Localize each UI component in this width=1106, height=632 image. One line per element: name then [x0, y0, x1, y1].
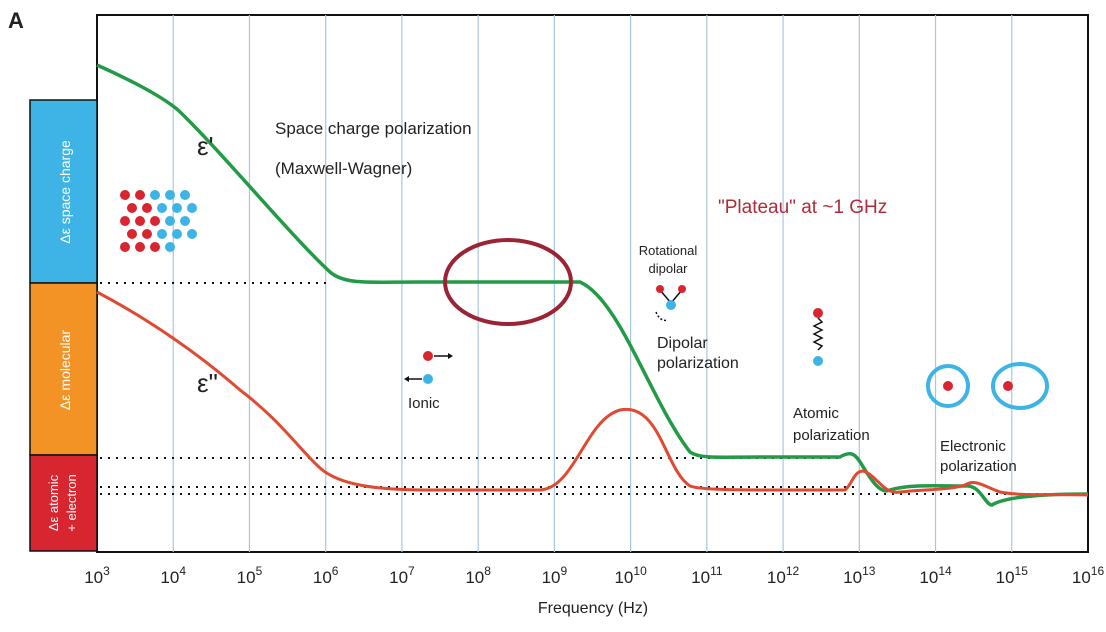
- band-molecular: [29, 282, 98, 456]
- x-tick-label: 105: [237, 564, 263, 587]
- curve-label: ε": [197, 368, 218, 398]
- annotation: dipolar: [648, 261, 688, 276]
- tick-base: 10: [542, 568, 561, 587]
- tick-base: 10: [996, 568, 1015, 587]
- tick-exponent: 5: [256, 564, 263, 578]
- tick-base: 10: [691, 568, 710, 587]
- x-tick-label: 107: [389, 564, 415, 587]
- tick-exponent: 8: [484, 564, 491, 578]
- tick-exponent: 4: [179, 564, 186, 578]
- x-tick-label: 106: [313, 564, 339, 587]
- tick-base: 10: [160, 568, 179, 587]
- plot-frame: [96, 14, 1089, 553]
- imaginary-permittivity-curve: [96, 290, 1089, 497]
- tick-exponent: 9: [561, 564, 568, 578]
- tick-base: 10: [843, 568, 862, 587]
- tick-exponent: 10: [633, 564, 647, 578]
- x-tick-label: 1015: [996, 564, 1029, 587]
- tick-base: 10: [84, 568, 103, 587]
- x-tick-label: 1012: [767, 564, 800, 587]
- tick-exponent: 11: [710, 564, 723, 578]
- tick-base: 10: [465, 568, 484, 587]
- tick-exponent: 13: [862, 564, 876, 578]
- ionic-icon: [404, 351, 453, 384]
- annotation: Rotational: [639, 243, 698, 258]
- tick-exponent: 6: [332, 564, 339, 578]
- annotation: (Maxwell-Wagner): [275, 159, 412, 178]
- x-tick-label: 1010: [614, 564, 647, 587]
- band-space-charge: [29, 99, 98, 284]
- space-charge-icon: [120, 190, 197, 252]
- annotation: Dipolar: [657, 335, 708, 352]
- tick-base: 10: [1072, 568, 1091, 587]
- curve-label: ε': [197, 131, 214, 161]
- annotation: polarization: [657, 355, 739, 372]
- x-tick-label: 108: [465, 564, 491, 587]
- tick-base: 10: [313, 568, 332, 587]
- tick-base: 10: [919, 568, 938, 587]
- tick-base: 10: [767, 568, 786, 587]
- tick-base: 10: [614, 568, 633, 587]
- tick-exponent: 15: [1015, 564, 1029, 578]
- tick-base: 10: [237, 568, 256, 587]
- band-label: + electron: [64, 474, 79, 531]
- annotation: Ionic: [408, 395, 440, 412]
- x-tick-label: 109: [542, 564, 568, 587]
- annotation: Atomic: [793, 405, 839, 422]
- dipole-icon: [655, 285, 686, 322]
- tick-exponent: 14: [938, 564, 952, 578]
- band-atomic: [29, 454, 98, 552]
- annotation: Electronic: [940, 438, 1006, 455]
- tick-exponent: 12: [786, 564, 800, 578]
- annotation: Space charge polarization: [275, 119, 472, 138]
- x-tick-label: 1014: [919, 564, 952, 587]
- x-tick-label: 103: [84, 564, 110, 587]
- annotation: "Plateau" at ~1 GHz: [718, 197, 887, 218]
- tick-exponent: 3: [103, 564, 110, 578]
- atomic-icon: [812, 308, 824, 366]
- plateau-ellipse: [443, 238, 573, 326]
- electronic-icon: [926, 362, 1049, 410]
- panel-label: A: [8, 8, 24, 33]
- x-tick-label: 1013: [843, 564, 876, 587]
- annotation: polarization: [793, 427, 870, 444]
- x-tick-label: 1016: [1072, 564, 1105, 587]
- tick-base: 10: [389, 568, 408, 587]
- band-label: Δε space charge: [57, 140, 73, 244]
- annotation: polarization: [940, 458, 1017, 475]
- tick-exponent: 7: [408, 564, 415, 578]
- real-permittivity-curve: [96, 63, 1089, 507]
- band-label: Δε molecular: [57, 330, 73, 411]
- x-axis-label: Frequency (Hz): [538, 600, 648, 617]
- x-tick-label: 1011: [691, 564, 723, 587]
- tick-exponent: 16: [1091, 564, 1105, 578]
- band-label: Δε atomic: [46, 474, 61, 531]
- x-tick-label: 104: [160, 564, 186, 587]
